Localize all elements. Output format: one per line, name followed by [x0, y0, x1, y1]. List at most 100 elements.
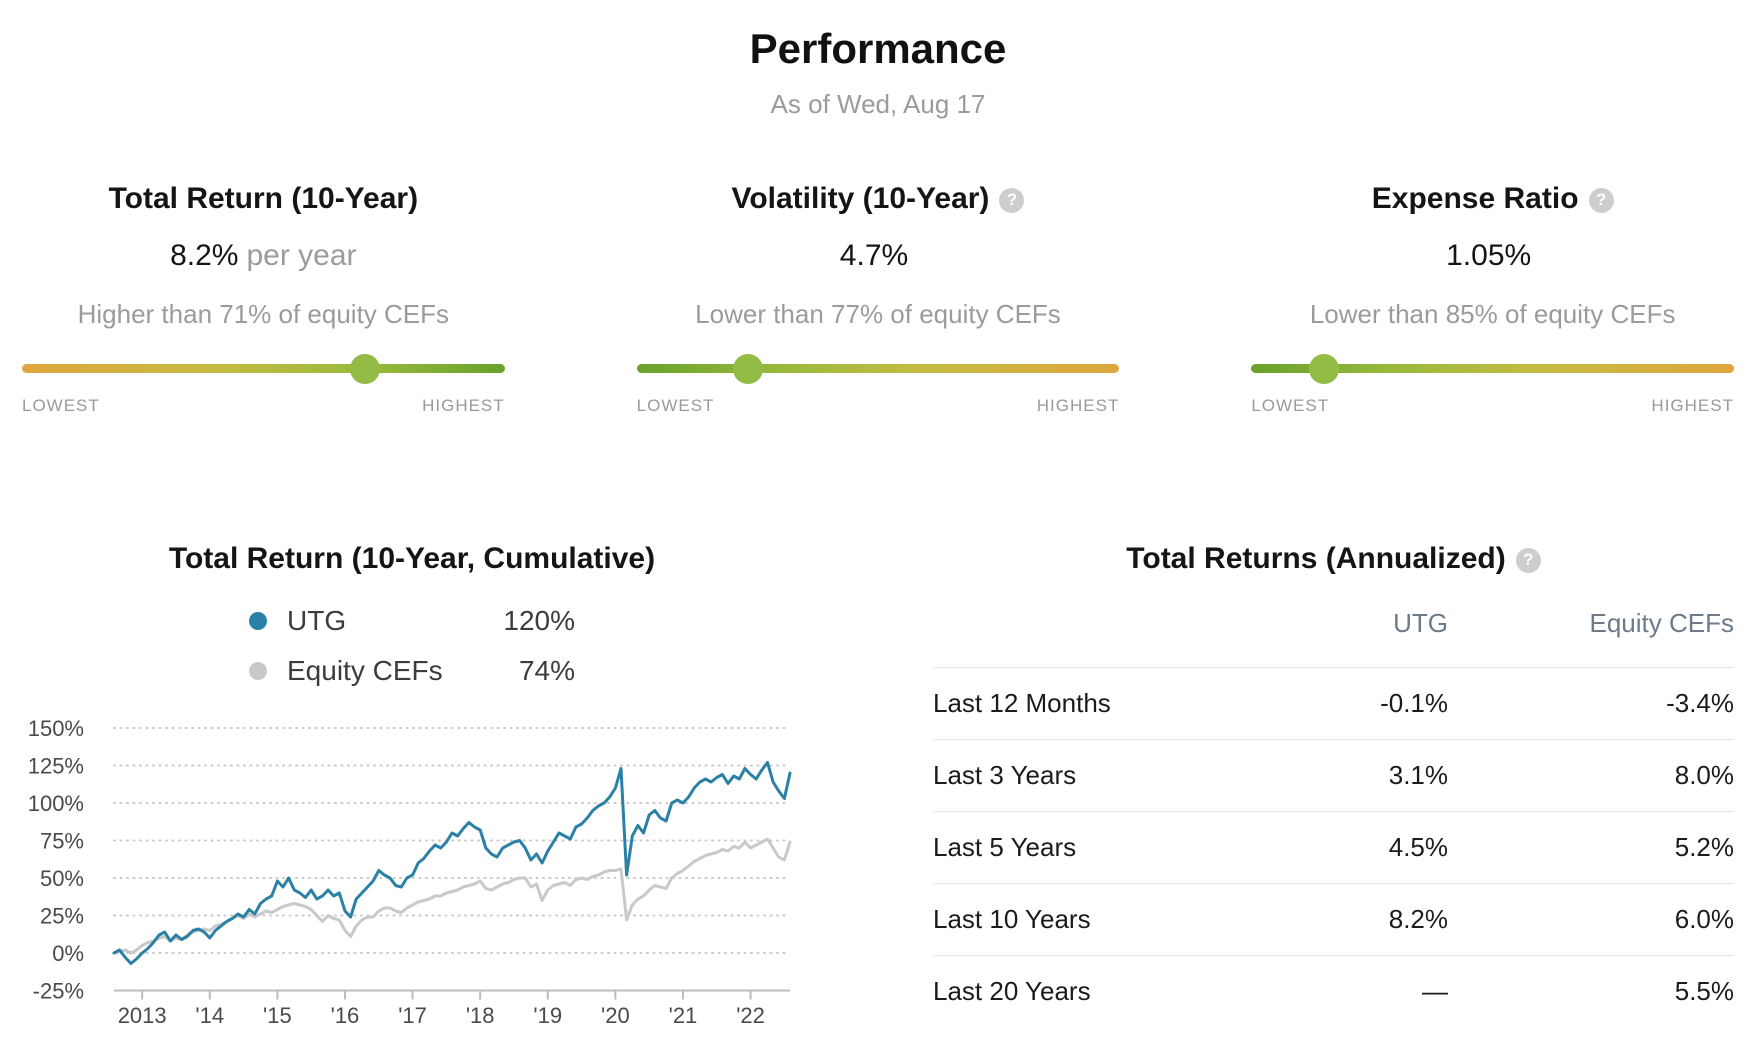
equity-cefs-series-dot-icon [249, 662, 267, 680]
table-title: Total Returns (Annualized)? [933, 541, 1734, 577]
equity-cefs-value: 5.2% [1674, 832, 1734, 862]
metric-value: 4.7% [637, 238, 1120, 274]
y-axis-label: -25% [33, 979, 84, 1004]
legend-value: 74% [518, 655, 575, 686]
legend-value: 120% [503, 605, 575, 636]
row-label: Last 12 Months [933, 688, 1111, 718]
x-axis-label: '15 [263, 1003, 292, 1028]
x-axis-label: '14 [195, 1003, 224, 1028]
x-axis-label: '16 [331, 1003, 360, 1028]
metric-comparison: Lower than 85% of equity CEFs [1309, 299, 1676, 329]
utg-value: — [1422, 976, 1448, 1006]
metric-title: Expense Ratio? [1251, 180, 1734, 218]
scale-lowest-label: LOWEST [636, 396, 715, 415]
scale-highest-label: HIGHEST [1651, 396, 1734, 415]
metric-title-text: Volatility (10-Year) [731, 182, 990, 215]
equity-cefs-value: 5.5% [1674, 976, 1734, 1006]
slider-knob [732, 354, 763, 384]
percentile-slider [22, 354, 505, 384]
y-axis-label: 75% [40, 829, 84, 854]
table-header-row: UTG Equity CEFs [933, 601, 1734, 667]
y-axis-label: 125% [28, 754, 84, 779]
row-label: Last 20 Years [933, 976, 1091, 1006]
column-header-utg: UTG [1393, 607, 1448, 638]
metric-title: Total Return (10-Year)? [22, 180, 505, 218]
slider-track [1251, 364, 1734, 373]
y-axis-label: 50% [40, 866, 84, 891]
row-label: Last 10 Years [933, 904, 1091, 934]
table-row: Last 5 Years 4.5% 5.2% [933, 811, 1734, 883]
equity-cefs-value: 8.0% [1674, 760, 1734, 790]
utg-value: 8.2% [1388, 904, 1448, 934]
slider-scale: LOWEST HIGHEST [1251, 396, 1734, 416]
metric-value-text: 8.2% [170, 239, 239, 272]
help-icon[interactable]: ? [1588, 187, 1614, 213]
equity-cefs-value: 6.0% [1674, 904, 1734, 934]
series-line-utg [112, 761, 792, 965]
metrics-row: Total Return (10-Year)? 8.2%per year Hig… [0, 180, 1756, 416]
scale-lowest-label: LOWEST [22, 396, 100, 415]
help-icon[interactable]: ? [999, 187, 1025, 213]
performance-header: Performance As of Wed, Aug 17 [0, 0, 1756, 120]
scale-highest-label: HIGHEST [422, 396, 505, 415]
metric-title-text: Expense Ratio [1371, 182, 1579, 215]
slider-scale: LOWEST HIGHEST [22, 396, 505, 416]
x-axis-label: '20 [601, 1003, 630, 1028]
x-axis-label: '19 [533, 1003, 562, 1028]
as-of-date: As of Wed, Aug 17 [770, 89, 986, 119]
slider-knob [1308, 354, 1339, 384]
cumulative-chart: 150% 125% 100% 75% 50% 25% 0% -25% 2013 '14 '15 '16… [28, 716, 792, 1028]
slider-track [22, 364, 505, 373]
chart-title: Total Return (10-Year, Cumulative) [168, 542, 656, 575]
utg-value: 4.5% [1388, 832, 1448, 862]
help-icon[interactable]: ? [1515, 547, 1541, 573]
x-axis-label: '18 [466, 1003, 495, 1028]
table-row: Last 20 Years — 5.5% [933, 955, 1734, 1027]
annualized-returns-block: Total Returns (Annualized)? UTG Equity C… [933, 541, 1734, 1038]
slider-scale: LOWEST HIGHEST [637, 396, 1120, 416]
y-axis-label: 100% [28, 791, 84, 816]
legend-item-equity-cefs: Equity CEFs 74% [249, 646, 575, 696]
metric-value-text: 1.05% [1446, 239, 1532, 272]
x-axis-label: '21 [669, 1003, 698, 1028]
chart-legend: UTG 120% Equity CEFs 74% [249, 596, 575, 696]
metric-total-return: Total Return (10-Year)? 8.2%per year Hig… [22, 180, 505, 416]
cumulative-return-block: Total Return (10-Year, Cumulative) UTG 1… [22, 541, 802, 1038]
slider-knob [349, 354, 380, 384]
table-row: Last 12 Months -0.1% -3.4% [933, 667, 1734, 739]
metric-volatility: Volatility (10-Year)? 4.7% Lower than 77… [636, 180, 1120, 416]
x-axis-label: 2013 [118, 1003, 167, 1028]
x-axis-label: '17 [398, 1003, 427, 1028]
legend-name: Equity CEFs [287, 655, 443, 686]
x-axis-label: '22 [736, 1003, 765, 1028]
metric-comparison: Higher than 71% of equity CEFs [77, 299, 450, 329]
table-title-text: Total Returns (Annualized) [1126, 542, 1506, 575]
table-row: Last 3 Years 3.1% 8.0% [933, 739, 1734, 811]
metric-title: Volatility (10-Year)? [637, 180, 1120, 218]
row-label: Last 3 Years [933, 760, 1077, 790]
page-title: Performance [749, 25, 1007, 72]
metric-title-text: Total Return (10-Year) [108, 182, 419, 215]
metric-value-suffix: per year [246, 239, 357, 272]
bottom-section: Total Return (10-Year, Cumulative) UTG 1… [0, 541, 1756, 1038]
row-label: Last 5 Years [933, 832, 1077, 862]
table-row: Last 10 Years 8.2% 6.0% [933, 883, 1734, 955]
percentile-slider [1251, 354, 1734, 384]
column-header-equity-cefs: Equity CEFs [1589, 607, 1735, 638]
metric-value: 8.2% per year [22, 238, 505, 274]
percentile-slider [636, 354, 1120, 384]
slider-track [636, 364, 1120, 373]
legend-item-utg: UTG 120% [249, 596, 575, 646]
metric-expense-ratio: Expense Ratio? 1.05% Lower than 85% of e… [1251, 180, 1734, 416]
legend-name: UTG [287, 605, 347, 636]
utg-value: 3.1% [1388, 760, 1448, 790]
utg-series-dot-icon [249, 612, 267, 630]
scale-highest-label: HIGHEST [1036, 396, 1120, 415]
y-axis-label: 0% [52, 941, 84, 966]
utg-value: -0.1% [1380, 688, 1448, 718]
metric-comparison: Lower than 77% of equity CEFs [695, 299, 1061, 329]
y-axis-label: 25% [40, 904, 84, 929]
series-line-equity-cefs [112, 837, 792, 955]
scale-lowest-label: LOWEST [1251, 396, 1330, 415]
metric-value-text: 4.7% [839, 239, 909, 272]
